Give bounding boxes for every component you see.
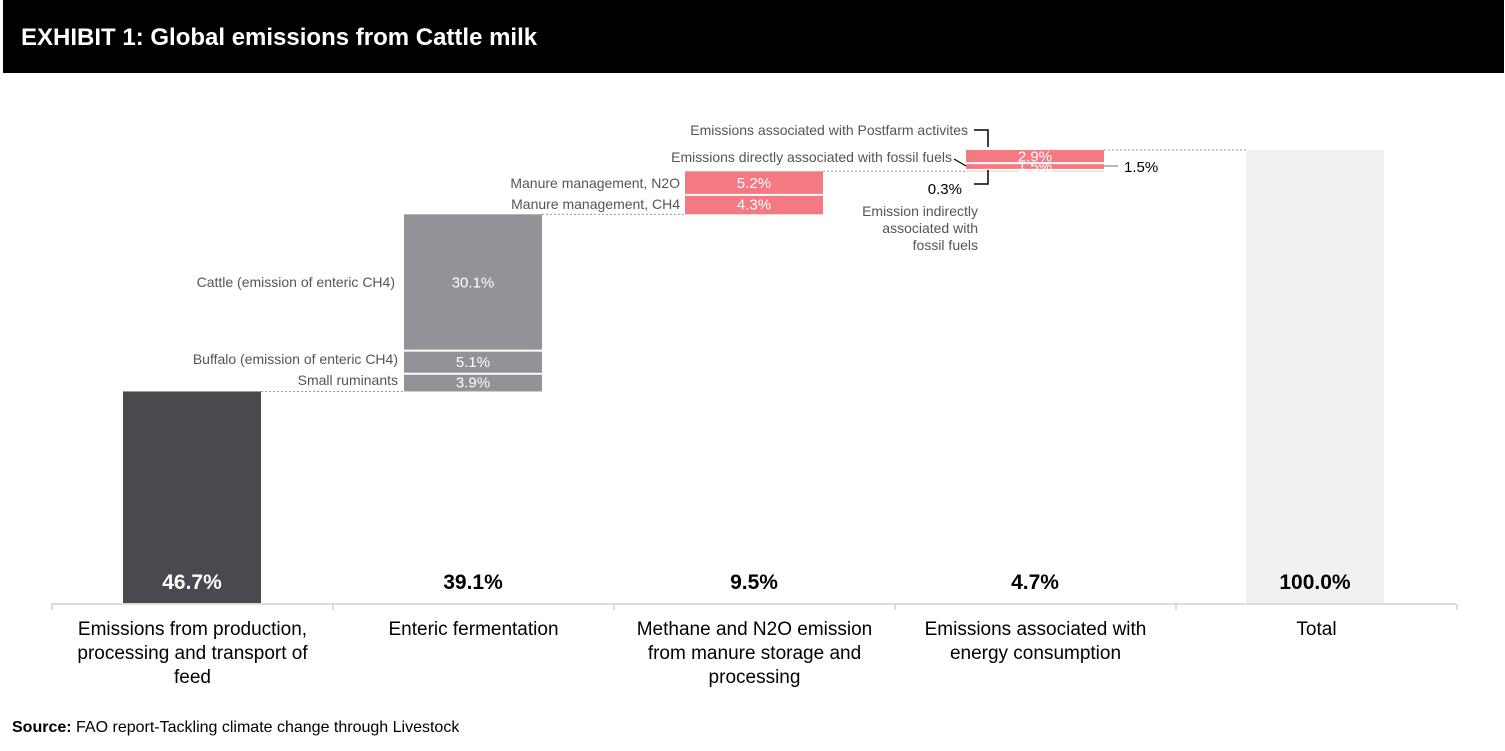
segment-name-label: Emissions directly associated with fossi… [671, 149, 952, 165]
category-label: Methane and N2O emission from manure stor… [637, 619, 873, 688]
annotation-leader [953, 158, 967, 167]
segment-value-label: 5.1% [456, 354, 490, 371]
segment-value-label: 30.1% [452, 275, 495, 292]
category-total-label: 46.7% [162, 571, 222, 594]
segment-name-label: Cattle (emission of enteric CH4) [197, 274, 395, 290]
segment-value-label: 0.3% [928, 181, 962, 198]
category-label: Total [1296, 619, 1336, 640]
bar-segment [123, 391, 261, 603]
title-bar: EXHIBIT 1: Global emissions from Cattle … [3, 0, 1504, 73]
segment-value-label: 4.3% [737, 197, 771, 214]
bar-segment [404, 373, 542, 392]
category-total-label: 9.5% [730, 571, 778, 594]
annotation-bracket [974, 170, 989, 185]
segment-name-label: Emission indirectly associated with fossil… [862, 203, 978, 253]
category-label: Emissions from production, processing and… [77, 619, 308, 688]
segment-value-label: 5.2% [737, 175, 771, 192]
category-total-label: 100.0% [1279, 571, 1351, 594]
segment-name-label: Manure management, CH4 [511, 196, 680, 212]
segment-name-label: Buffalo (emission of enteric CH4) [193, 351, 398, 367]
annotation-bracket [974, 129, 989, 147]
category-total-label: 4.7% [1011, 571, 1059, 594]
source-label: Source: [12, 719, 72, 736]
bar-segment [966, 150, 1104, 164]
segment-name-label: Small ruminants [298, 372, 398, 388]
source-note: Source: FAO report-Tackling climate chan… [12, 719, 459, 737]
segment-name-label: Manure management, N2O [510, 175, 680, 191]
bar-segment [404, 350, 542, 374]
bar-segment [966, 163, 1104, 170]
bar-segment [404, 214, 542, 351]
category-label: Enteric fermentation [388, 619, 558, 640]
segment-value-label: 1.5% [1124, 159, 1158, 176]
source-text: FAO report-Tackling climate change throu… [76, 719, 460, 736]
segment-name-label: Emissions associated with Postfarm activ… [690, 122, 968, 138]
bar-segment [685, 171, 823, 195]
segment-value-label: 2.9% [1018, 149, 1052, 166]
category-label: Emissions associated with energy consumpt… [925, 619, 1147, 664]
bar-total [1246, 150, 1384, 603]
segment-value-label: 3.9% [456, 375, 490, 392]
bar-segment [685, 194, 823, 215]
category-total-label: 39.1% [443, 571, 503, 594]
chart-title: EXHIBIT 1: Global emissions from Cattle … [21, 24, 538, 51]
